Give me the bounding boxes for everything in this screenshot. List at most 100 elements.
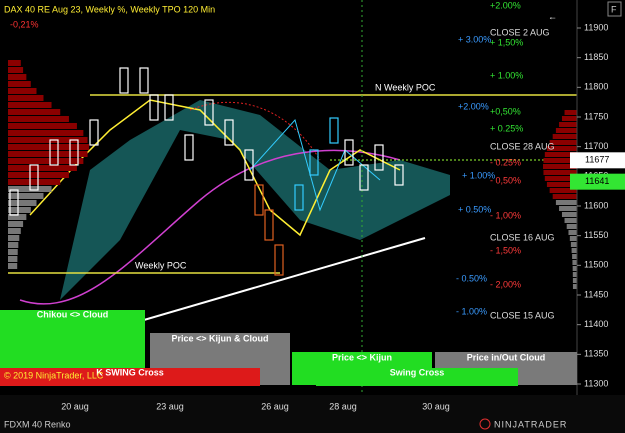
- price-label: 11550: [584, 230, 608, 240]
- level-label: + 0.25%: [490, 123, 523, 133]
- profile-bar: [8, 249, 18, 255]
- signal-button[interactable]: [0, 368, 260, 386]
- chikou-line: [189, 101, 321, 161]
- profile-bar: [8, 256, 18, 262]
- change: -0,21%: [10, 19, 39, 29]
- profile-bar: [572, 260, 577, 265]
- signal-button[interactable]: [316, 368, 518, 386]
- profile-bar: [572, 254, 577, 259]
- profile-bar: [8, 81, 31, 87]
- candle: [374, 144, 384, 171]
- title: DAX 40 RE Aug 23, Weekly %, Weekly TPO 1…: [4, 4, 215, 14]
- candle: [264, 209, 274, 241]
- price-tag-label: 11641: [585, 176, 609, 186]
- signal-button[interactable]: [0, 310, 145, 368]
- signal-button-label[interactable]: Chikou <> Cloud: [37, 309, 109, 319]
- profile-bar: [546, 146, 577, 151]
- profile-bar: [8, 179, 61, 185]
- level-label: - 1,00%: [490, 210, 521, 220]
- profile-bar: [564, 110, 577, 115]
- profile-bar: [8, 137, 88, 143]
- profile-bar: [543, 170, 577, 175]
- profile-bar: [8, 74, 27, 80]
- profile-bar: [8, 60, 21, 66]
- signal-button-label[interactable]: K SWING Cross: [96, 367, 164, 377]
- annotation: N Weekly POC: [375, 82, 436, 92]
- date-label: 20 aug: [61, 401, 89, 411]
- profile-bar: [546, 182, 577, 187]
- profile-bar: [569, 236, 577, 241]
- price-label: 11800: [584, 82, 608, 92]
- level-label: CLOSE 2 AUG: [490, 27, 550, 37]
- price-label: 11600: [584, 200, 608, 210]
- signal-button-label[interactable]: Price <> Kijun: [332, 352, 392, 362]
- profile-bar: [559, 206, 577, 211]
- candle: [244, 149, 254, 181]
- footer-bar: [0, 395, 625, 433]
- candle: [164, 94, 174, 121]
- tenkan-line: [29, 99, 401, 237]
- price-label: 11450: [584, 289, 608, 299]
- level-label: CLOSE 16 AUG: [490, 232, 555, 242]
- level-label: + 1,50%: [490, 37, 523, 47]
- profile-bar: [8, 242, 19, 248]
- menu[interactable]: F: [611, 4, 617, 14]
- profile-bar: [8, 221, 24, 227]
- profile-bar: [572, 266, 577, 271]
- level-label: + 1.00%: [490, 70, 523, 80]
- level-label: CLOSE 28 AUG: [490, 141, 555, 151]
- candle: [344, 139, 354, 166]
- level-label: - 1,50%: [490, 245, 521, 255]
- price-tag: [570, 173, 625, 190]
- level-label: - 0.25%: [490, 157, 521, 167]
- profile-bar: [549, 188, 577, 193]
- candle: [149, 94, 159, 121]
- candle: [294, 184, 304, 211]
- candles: [9, 67, 404, 276]
- profile-bar: [555, 128, 577, 133]
- level-label: CLOSE 15 AUG: [490, 310, 555, 320]
- signal-button-label[interactable]: Swing Cross: [390, 367, 445, 377]
- instrument: FDXM 40 Renko: [4, 419, 71, 429]
- profile-bar: [8, 151, 88, 157]
- profile-bar: [8, 200, 37, 206]
- candle: [49, 139, 59, 166]
- back-arrow[interactable]: ←: [548, 11, 557, 21]
- price-label: 11700: [584, 141, 608, 151]
- logo: NINJATRADER: [494, 419, 567, 429]
- profile-bar: [555, 200, 577, 205]
- annotation: Weekly POC: [135, 260, 187, 270]
- profile-bar: [561, 212, 577, 217]
- profile-bar: [552, 194, 577, 199]
- profile-bar: [8, 228, 21, 234]
- candle: [254, 184, 264, 216]
- profile-bar: [568, 230, 577, 235]
- level-label: + 3.00%: [458, 34, 491, 44]
- profile-bar: [8, 116, 69, 122]
- profile-bar: [8, 193, 44, 199]
- signal-button-label[interactable]: Price in/Out Cloud: [467, 352, 546, 362]
- profile-bar: [552, 134, 577, 139]
- profile-bar: [544, 176, 577, 181]
- profile-bar: [566, 224, 577, 229]
- candle: [274, 244, 284, 276]
- candle: [359, 164, 369, 191]
- candle: [184, 134, 194, 161]
- profile-bar: [543, 164, 577, 169]
- profile-bar: [8, 67, 24, 73]
- level-label: + 0.50%: [458, 204, 491, 214]
- profile-bar: [8, 263, 18, 269]
- profile-bar: [8, 207, 31, 213]
- price-tag: [570, 152, 625, 169]
- profile-bar: [549, 140, 577, 145]
- profile-bar: [543, 158, 577, 163]
- profile-bar: [8, 123, 77, 129]
- profile-bar: [8, 88, 37, 94]
- menu-box[interactable]: [607, 1, 622, 17]
- level-label: +2.00%: [458, 101, 489, 111]
- profile-bar: [559, 122, 577, 127]
- profile-bar: [564, 218, 577, 223]
- signal-button-label[interactable]: Price <> Kijun & Cloud: [171, 333, 268, 343]
- profile-bar: [8, 165, 77, 171]
